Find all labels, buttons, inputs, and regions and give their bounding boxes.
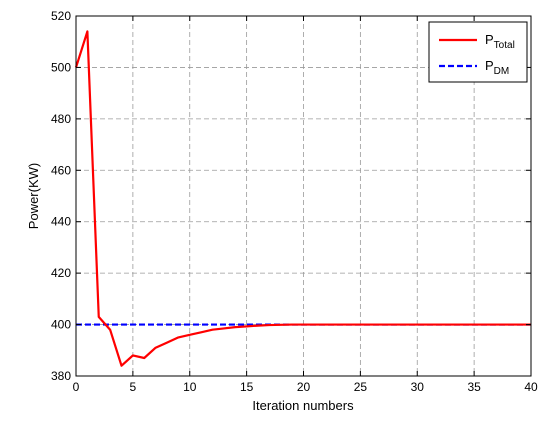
x-tick-label: 20 [297, 380, 311, 394]
x-axis-label: Iteration numbers [252, 398, 354, 413]
x-tick-label: 0 [73, 380, 80, 394]
axis-ticks: 0 5 10 15 20 25 30 35 40 380 400 420 440 460 480 500 520 [51, 9, 538, 394]
series-layer [74, 30, 531, 367]
y-tick-label: 480 [51, 112, 71, 126]
x-tick-label: 15 [240, 380, 254, 394]
y-tick-label: 400 [51, 318, 71, 332]
y-tick-label: 440 [51, 215, 71, 229]
x-tick-label: 30 [411, 380, 425, 394]
legend-box [428, 21, 528, 83]
series-line-p-total [74, 30, 531, 367]
y-tick-label: 420 [51, 266, 71, 280]
x-tick-label: 5 [130, 380, 137, 394]
x-tick-label: 40 [524, 380, 538, 394]
y-tick-label: 500 [51, 60, 71, 74]
y-tick-label: 460 [51, 163, 71, 177]
y-axis-label: Power(KW) [26, 163, 41, 229]
x-tick-label: 10 [183, 380, 197, 394]
y-tick-label: 380 [51, 369, 71, 383]
y-tick-label: 520 [51, 9, 71, 23]
x-tick-label: 35 [467, 380, 481, 394]
x-tick-label: 25 [354, 380, 368, 394]
